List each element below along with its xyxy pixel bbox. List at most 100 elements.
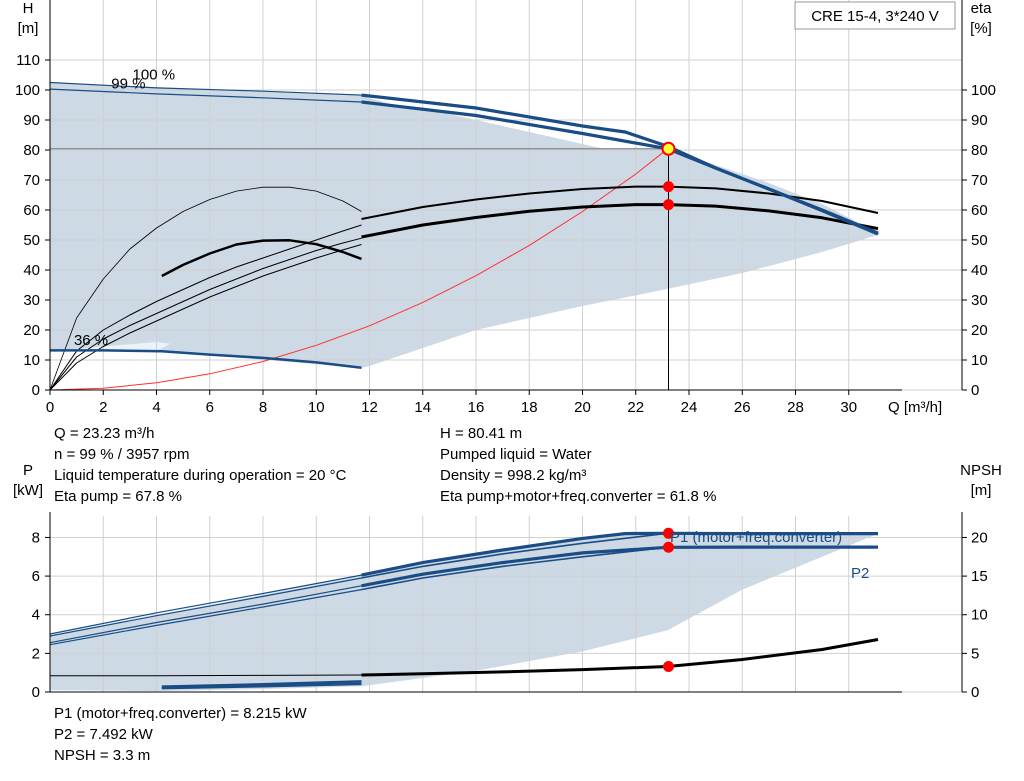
power-curve xyxy=(361,532,668,579)
x-tick-label: 22 xyxy=(627,399,644,416)
p2-marker xyxy=(662,541,674,553)
left-axis-title: H xyxy=(23,0,34,17)
info-pumped-liquid: Pumped liquid = Water xyxy=(440,446,592,463)
operating-envelope-left xyxy=(156,578,362,687)
p1-curve-label: P1 (motor+freq.converter) xyxy=(670,529,842,546)
x-tick-label: 8 xyxy=(259,399,267,416)
right-tick-label: 0 xyxy=(971,382,979,399)
x-tick-label: 18 xyxy=(521,399,538,416)
info-p2: P2 = 7.492 kW xyxy=(54,726,153,743)
right-axis-unit: [m] xyxy=(971,482,992,499)
chart-title: CRE 15-4, 3*240 V xyxy=(811,8,939,25)
system-curve xyxy=(49,148,669,391)
left-axis-title: P xyxy=(23,462,33,479)
left-tick-label: 6 xyxy=(32,568,40,585)
efficiency-curve xyxy=(49,224,362,391)
x-tick-label: 0 xyxy=(46,399,54,416)
right-tick-label: 15 xyxy=(971,568,988,585)
operating-point-marker xyxy=(661,141,676,156)
x-tick-label: 26 xyxy=(734,399,751,416)
right-tick-label: 5 xyxy=(971,645,979,662)
efficiency-curve xyxy=(361,203,879,239)
curve-label: 99 % xyxy=(111,76,145,93)
right-tick-label: 30 xyxy=(971,292,988,309)
right-tick-label: 0 xyxy=(971,684,979,701)
info-top-left: Q = 23.23 m³/h n = 99 % / 3957 rpm Liqui… xyxy=(54,423,346,507)
right-tick-label: 20 xyxy=(971,529,988,546)
left-tick-label: 70 xyxy=(23,172,40,189)
right-axis-unit: [%] xyxy=(970,20,992,37)
right-tick-label: 80 xyxy=(971,142,988,159)
power-npsh-panel: 0 2 4 6 8 0 5 10 15 20 P [kW] NPSH [m] P1 (motor+freq… xyxy=(13,462,1002,701)
right-tick-label: 90 xyxy=(971,112,988,129)
power-curve xyxy=(361,531,878,577)
right-tick-label: 20 xyxy=(971,322,988,339)
info-eta-total: Eta pump+motor+freq.converter = 61.8 % xyxy=(440,488,717,505)
efficiency-curve xyxy=(161,239,362,278)
p1-marker xyxy=(662,527,674,539)
head-curve xyxy=(361,100,879,236)
npsh-marker xyxy=(662,661,674,672)
right-axis-title: NPSH xyxy=(960,462,1002,479)
npsh-curve xyxy=(50,674,362,677)
power-curve xyxy=(49,585,362,644)
left-tick-label: 8 xyxy=(32,529,40,546)
right-tick-label: 10 xyxy=(971,352,988,369)
left-tick-label: 20 xyxy=(23,322,40,339)
right-tick-label: 10 xyxy=(971,607,988,624)
left-axis-unit: [kW] xyxy=(13,482,43,499)
right-tick-label: 50 xyxy=(971,232,988,249)
chart-title-box xyxy=(794,1,956,30)
x-tick-label: 14 xyxy=(414,399,431,416)
info-liquid-temperature: Liquid temperature during operation = 20… xyxy=(54,467,347,484)
x-tick-label: 6 xyxy=(206,399,214,416)
head-curve xyxy=(50,349,362,370)
info-head: H = 80.41 m xyxy=(440,425,523,442)
left-axis-unit: [m] xyxy=(18,20,39,37)
power-curve xyxy=(49,589,362,646)
left-tick-label: 10 xyxy=(23,352,40,369)
right-tick-label: 60 xyxy=(971,202,988,219)
x-tick-label: 28 xyxy=(787,399,804,416)
right-tick-label: 100 xyxy=(971,82,996,99)
eta-total-marker xyxy=(662,199,674,211)
efficiency-curve xyxy=(49,186,362,391)
x-tick-label: 2 xyxy=(99,399,107,416)
power-curve xyxy=(361,545,878,588)
head-curve xyxy=(49,88,362,103)
x-tick-label: 20 xyxy=(574,399,591,416)
left-tick-label: 110 xyxy=(16,52,40,69)
info-density: Density = 998.2 kg/m³ xyxy=(440,467,587,484)
x-tick-label: 24 xyxy=(681,399,698,416)
left-tick-label: 50 xyxy=(23,232,40,249)
left-tick-label: 100 xyxy=(15,82,40,99)
info-bottom: P1 (motor+freq.converter) = 8.215 kW P2 … xyxy=(54,703,307,766)
curve-label: 36 % xyxy=(74,332,108,349)
left-tick-label: 60 xyxy=(23,202,40,219)
x-axis-title: Q [m³/h] xyxy=(888,399,942,416)
p2-curve-label: P2 xyxy=(851,565,869,582)
x-tick-label: 30 xyxy=(840,399,857,416)
left-tick-label: 80 xyxy=(23,142,40,159)
right-axis-title: eta xyxy=(971,0,993,17)
left-tick-label: 4 xyxy=(32,607,40,624)
left-tick-label: 90 xyxy=(23,112,40,129)
info-eta-pump: Eta pump = 67.8 % xyxy=(54,488,182,505)
left-tick-label: 2 xyxy=(32,645,40,662)
x-tick-label: 4 xyxy=(152,399,160,416)
left-tick-label: 30 xyxy=(23,292,40,309)
efficiency-curve xyxy=(49,237,362,391)
power-curve xyxy=(49,577,362,637)
left-tick-label: 0 xyxy=(32,684,40,701)
npsh-curve xyxy=(361,638,879,677)
power-curve xyxy=(161,680,362,688)
power-curve xyxy=(361,546,668,591)
power-curve xyxy=(161,682,362,690)
x-tick-label: 12 xyxy=(361,399,378,416)
left-tick-label: 40 xyxy=(23,262,40,279)
head-curve xyxy=(49,81,362,96)
efficiency-curve xyxy=(49,244,362,391)
info-npsh: NPSH = 3.3 m xyxy=(54,747,151,764)
info-top-right: H = 80.41 m Pumped liquid = Water Densit… xyxy=(440,423,716,507)
